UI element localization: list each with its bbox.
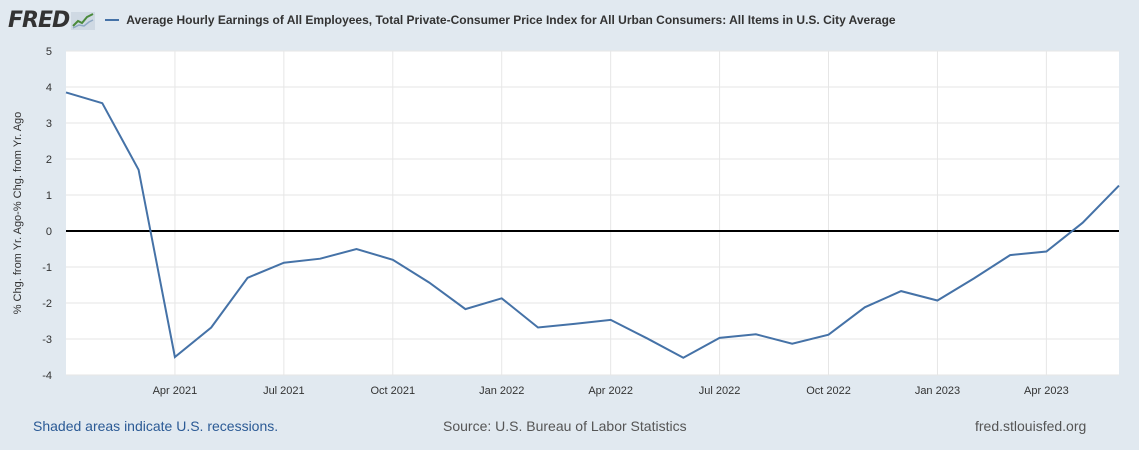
- x-axis-ticks: Apr 2021 Jul 2021 Oct 2021 Jan 2022 Apr 2022…: [153, 385, 1069, 397]
- y-tick-label: 0: [46, 226, 52, 238]
- site-link[interactable]: fred.stlouisfed.org: [975, 418, 1087, 434]
- legend-label: Average Hourly Earnings of All Employees…: [126, 13, 896, 27]
- y-tick-label: 4: [46, 82, 52, 94]
- x-tick-label: Jul 2022: [699, 385, 741, 397]
- x-tick-label: Apr 2021: [153, 385, 198, 397]
- x-tick-label: Jul 2021: [263, 385, 305, 397]
- y-axis-ticks: 5 4 3 2 1 0 -1 -2 -3 -4: [42, 46, 52, 382]
- fred-logo[interactable]: FRED: [8, 7, 96, 33]
- recession-note: Shaded areas indicate U.S. recessions.: [33, 418, 279, 434]
- source-note: Source: U.S. Bureau of Labor Statistics: [443, 418, 687, 434]
- legend-swatch: [105, 19, 120, 21]
- plot-background: [66, 51, 1119, 375]
- y-axis-label: % Chg. from Yr. Ago-% Chg. from Yr. Ago: [12, 112, 24, 315]
- x-tick-label: Oct 2022: [806, 385, 851, 397]
- x-tick-label: Oct 2021: [370, 385, 415, 397]
- fred-logo-text: FRED: [8, 7, 70, 33]
- y-tick-label: 3: [46, 118, 52, 130]
- y-tick-label: -3: [42, 334, 52, 346]
- x-tick-label: Apr 2022: [588, 385, 633, 397]
- x-tick-label: Jan 2023: [915, 385, 960, 397]
- x-tick-label: Jan 2022: [479, 385, 524, 397]
- y-tick-label: 1: [46, 190, 52, 202]
- y-tick-label: 2: [46, 154, 52, 166]
- y-tick-label: -1: [42, 262, 52, 274]
- y-tick-label: 5: [46, 46, 52, 58]
- fred-logo-chart-icon: [71, 12, 96, 30]
- chart-header: FRED Average Hourly Earnings of All Empl…: [8, 6, 896, 34]
- x-tick-label: Apr 2023: [1024, 385, 1069, 397]
- legend: Average Hourly Earnings of All Employees…: [105, 13, 896, 27]
- chart-area: 5 4 3 2 1 0 -1 -2 -3 -4 Apr 2021 Jul 2021 Oct 2021 J…: [12, 46, 1120, 397]
- y-tick-label: -2: [42, 298, 52, 310]
- y-tick-label: -4: [42, 370, 52, 382]
- series-line: [65, 91, 1120, 359]
